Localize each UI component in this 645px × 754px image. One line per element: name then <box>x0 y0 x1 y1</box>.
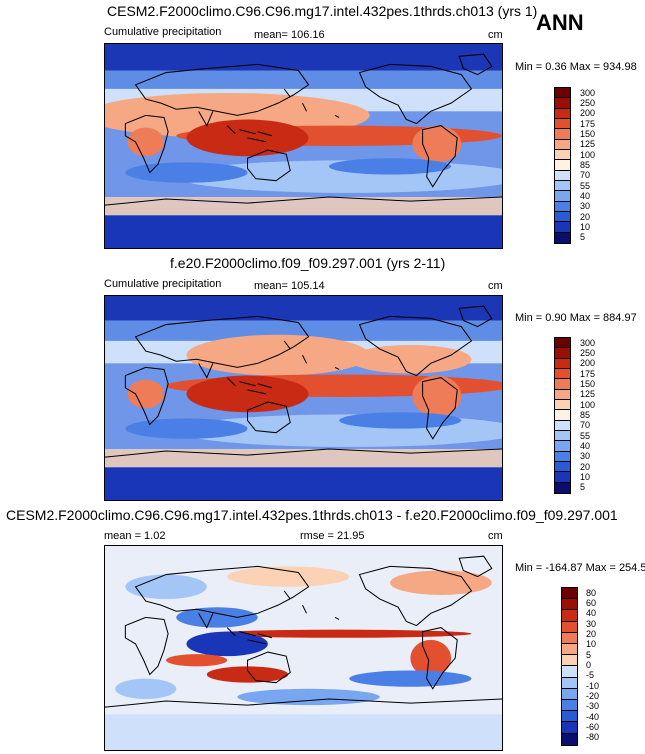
colorbar-tick-label: 10 <box>580 472 591 482</box>
colorbar-tick-label: 30 <box>580 201 591 211</box>
colorbar-tick-label: 55 <box>580 431 591 441</box>
colorbar-tick-label: 70 <box>580 170 591 180</box>
colorbar-tick-label: 20 <box>580 212 591 222</box>
colorbar-tick-label: 175 <box>580 369 596 379</box>
colorbar-tick-label: 200 <box>580 358 596 368</box>
colorbar-tick-label: 10 <box>580 222 591 232</box>
test-colorbar-labels: 300 250 200 175 150 125 100 85 70 55 40 … <box>580 87 620 242</box>
season-label: ANN <box>536 10 584 35</box>
colorbar-tick-label: -20 <box>586 691 600 701</box>
colorbar-tick-label: 250 <box>580 348 596 358</box>
test-precip-map <box>104 43 503 249</box>
colorbar-tick-label: 175 <box>580 119 596 129</box>
colorbar-tick-label: 5 <box>586 650 592 660</box>
test-variable-label: Cumulative precipitation <box>104 26 222 38</box>
colorbar-tick-label: 250 <box>580 98 596 108</box>
colorbar-tick-label: -80 <box>586 732 600 742</box>
ref-colorbar-labels: 300 250 200 175 150 125 100 85 70 55 40 … <box>580 337 620 492</box>
test-colorbar <box>554 87 571 244</box>
colorbar-tick-label: 100 <box>580 150 596 160</box>
test-units-label: cm <box>488 29 503 41</box>
colorbar-tick-label: 55 <box>580 181 591 191</box>
colorbar-tick-label: 125 <box>580 389 596 399</box>
diff-colorbar <box>561 587 578 746</box>
colorbar-tick-label: -40 <box>586 712 600 722</box>
colorbar-tick-label: 20 <box>586 629 597 639</box>
diff-precip-map <box>104 545 503 751</box>
colorbar-tick-label: 0 <box>586 660 592 670</box>
colorbar-tick-label: 60 <box>586 598 597 608</box>
colorbar-tick-label: 20 <box>580 462 591 472</box>
colorbar-tick-label: -60 <box>586 722 600 732</box>
colorbar-tick-label: 150 <box>580 129 596 139</box>
colorbar-tick-label: 300 <box>580 88 596 98</box>
colorbar-tick-label: 200 <box>580 108 596 118</box>
test-panel-title: CESM2.F2000climo.C96.C96.mg17.intel.432p… <box>107 3 538 19</box>
diff-colorbar-labels: 80 60 40 30 20 10 5 0 -5 -10 -20 -30 -40… <box>586 587 626 744</box>
ref-minmax-label: Min = 0.90 Max = 884.97 <box>515 312 637 324</box>
colorbar-tick-label: 70 <box>580 420 591 430</box>
colorbar-tick-label: 125 <box>580 139 596 149</box>
colorbar-tick-label: 40 <box>586 608 597 618</box>
ref-mean-label: mean= 105.14 <box>254 280 325 292</box>
test-mean-label: mean= 106.16 <box>254 29 325 41</box>
diff-minmax-label: Min = -164.87 Max = 254.53 <box>515 562 645 574</box>
colorbar-tick-label: 40 <box>580 191 591 201</box>
colorbar-tick-label: 85 <box>580 410 591 420</box>
diff-panel-title: CESM2.F2000climo.C96.C96.mg17.intel.432p… <box>6 507 618 523</box>
test-minmax-label: Min = 0.36 Max = 934.98 <box>515 61 637 73</box>
colorbar-tick-label: 5 <box>580 232 586 242</box>
ref-colorbar <box>554 337 571 494</box>
colorbar-tick-label: 5 <box>580 482 586 492</box>
diff-mean-label: mean = 1.02 <box>104 530 166 542</box>
ref-variable-label: Cumulative precipitation <box>104 278 222 290</box>
colorbar-tick-label: 300 <box>580 338 596 348</box>
colorbar-tick-label: -10 <box>586 681 600 691</box>
diff-units-label: cm <box>488 530 503 542</box>
colorbar-tick-label: -30 <box>586 701 600 711</box>
ref-precip-map <box>104 295 503 501</box>
colorbar-tick-label: -5 <box>586 670 595 680</box>
colorbar-tick-label: 30 <box>586 619 597 629</box>
colorbar-tick-label: 100 <box>580 400 596 410</box>
colorbar-tick-label: 30 <box>580 451 591 461</box>
colorbar-tick-label: 40 <box>580 441 591 451</box>
colorbar-tick-label: 85 <box>580 160 591 170</box>
colorbar-tick-label: 80 <box>586 588 597 598</box>
ref-units-label: cm <box>488 280 503 292</box>
colorbar-tick-label: 150 <box>580 379 596 389</box>
colorbar-tick-label: 10 <box>586 639 597 649</box>
ref-panel-title: f.e20.F2000climo.f09_f09.297.001 (yrs 2-… <box>170 255 446 271</box>
diff-rmse-label: rmse = 21.95 <box>300 530 365 542</box>
